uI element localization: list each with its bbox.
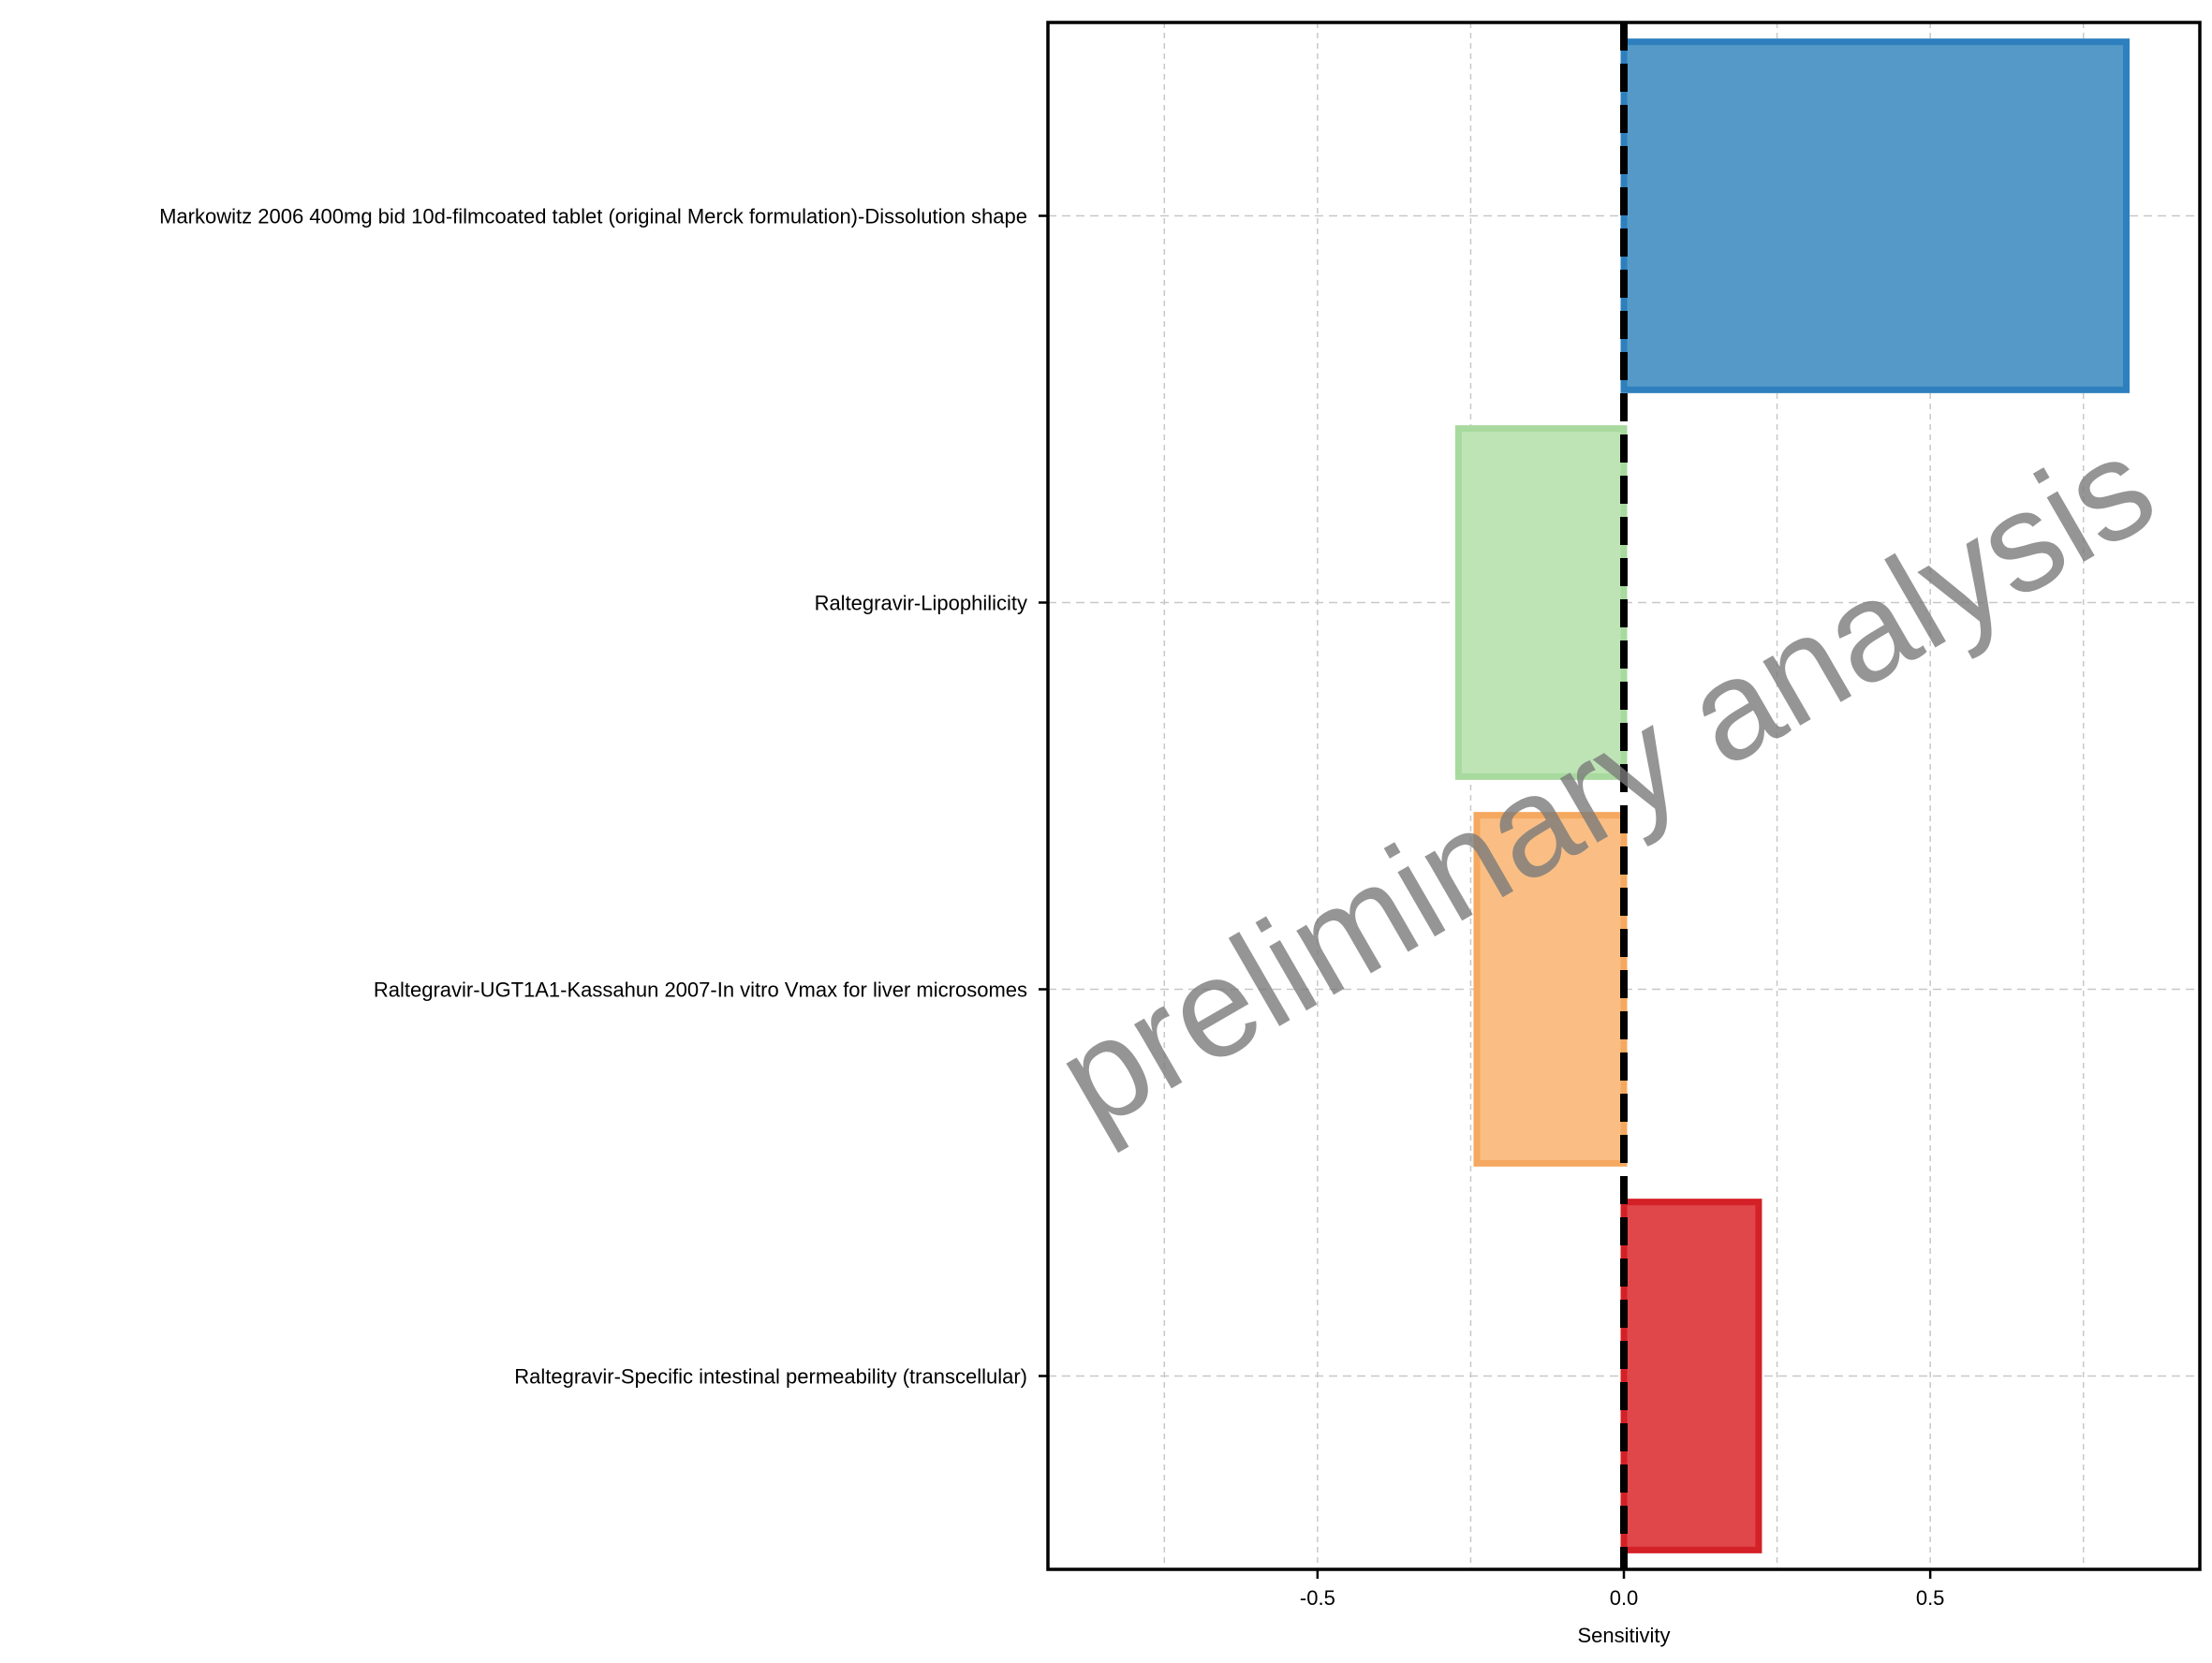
category-label: Raltegravir-Lipophilicity (815, 592, 1027, 615)
category-label: Raltegravir-Specific intestinal permeabi… (514, 1365, 1027, 1389)
category-label: Raltegravir-UGT1A1-Kassahun 2007-In vitr… (374, 979, 1027, 1002)
bar (1473, 812, 1628, 1167)
x-tick-label: 0.5 (1916, 1586, 1945, 1610)
bar (1620, 38, 2130, 393)
label-layer: -0.5 0.0 0.5 Markowitz 2006 400mg bid 10d-f… (159, 205, 1944, 1611)
axis-layer (1039, 21, 2202, 1579)
x-axis-title: Sensitivity (1577, 1624, 1670, 1647)
x-tick-label: -0.5 (1300, 1586, 1335, 1610)
bar (1620, 1199, 1762, 1553)
x-tick-label: 0.0 (1610, 1586, 1639, 1610)
bar-layer (1454, 38, 2130, 1553)
category-label: Markowitz 2006 400mg bid 10d-filmcoated … (159, 205, 1027, 228)
